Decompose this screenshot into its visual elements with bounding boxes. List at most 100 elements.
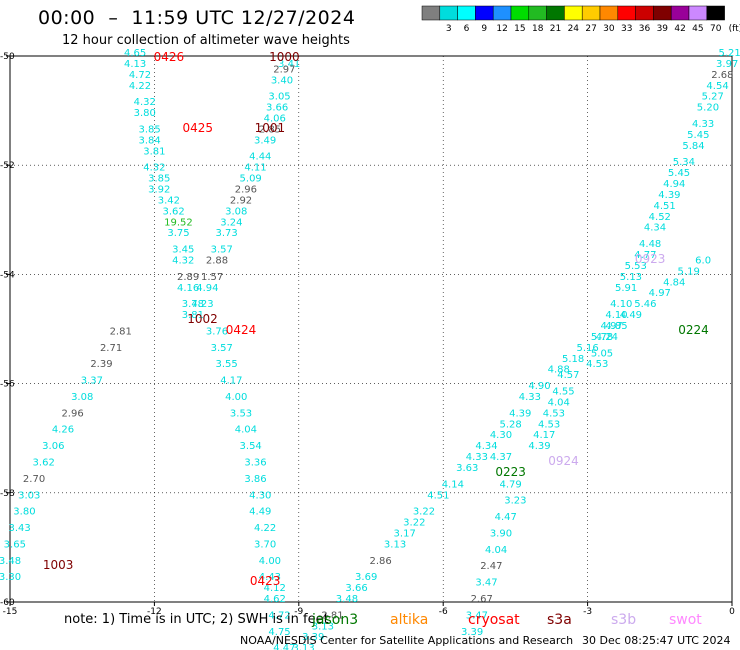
wave-height-label: 5.84	[682, 141, 704, 152]
legend-s3a: s3a	[547, 612, 572, 628]
wave-height-label: 3.41	[278, 59, 300, 70]
wave-height-label: 4.53	[538, 419, 560, 430]
wave-height-label: 3.39	[461, 627, 483, 638]
wave-height-label: 4.97	[649, 288, 671, 299]
pass-label: 1003	[43, 558, 74, 572]
wave-height-label: 3.48	[0, 556, 21, 567]
wave-height-label: 4.14	[442, 479, 464, 490]
x-tick-label: -9	[294, 607, 303, 617]
colorbar-label: 9	[481, 24, 487, 34]
colorbar-label: 18	[532, 24, 544, 34]
colorbar-swatch	[475, 5, 494, 21]
wave-height-label: 4.06	[264, 114, 286, 125]
wave-height-label: 3.23	[504, 496, 526, 507]
wave-height-label: 4.13	[124, 59, 146, 70]
wave-height-label: 3.03	[18, 490, 40, 501]
wave-height-label: 4.84	[663, 277, 685, 288]
wave-height-label: 4.48	[639, 239, 661, 250]
wave-height-label: 5.46	[634, 299, 656, 310]
wave-height-label: 4.00	[259, 556, 281, 567]
wave-height-label: 3.48	[336, 594, 358, 605]
wave-height-label: 5.05	[591, 348, 613, 359]
pass-label: 0426	[154, 50, 185, 64]
colorbar-label: 30	[603, 24, 615, 34]
wave-height-label: 5.28	[499, 419, 521, 430]
colorbar-label: 3	[446, 24, 452, 34]
legend-cryosat: cryosat	[468, 612, 520, 628]
wave-height-label: 4.90	[528, 381, 550, 392]
page-subtitle: 12 hour collection of altimeter wave hei…	[62, 33, 350, 48]
colorbar-label: 36	[639, 24, 651, 34]
wave-height-label: 4.72	[268, 610, 290, 621]
x-tick-label: -15	[3, 607, 18, 617]
wave-height-label: 3.17	[394, 528, 416, 539]
pass-label: 0923	[635, 252, 666, 266]
wave-height-label: 4.57	[557, 370, 579, 381]
wave-height-label: 4.54	[706, 81, 728, 92]
wave-height-label: 4.34	[475, 441, 497, 452]
wave-height-label: 3.22	[403, 518, 425, 529]
colorbar-label: 27	[585, 24, 596, 34]
wave-height-label: 4.10	[610, 299, 632, 310]
wave-height-label: 4.12	[264, 583, 286, 594]
wave-height-label: 4.94	[196, 283, 218, 294]
wave-height-label: 4.52	[649, 212, 671, 223]
wave-height-label: 3.97	[716, 59, 738, 70]
wave-height-label: 3.53	[230, 408, 252, 419]
wave-height-label: 3.40	[271, 75, 293, 86]
wave-height-label: 4.79	[499, 479, 521, 490]
wave-height-label: 3.37	[81, 376, 103, 387]
wave-height-label: 2.70	[23, 474, 45, 485]
wave-height-label: 4.37	[490, 452, 512, 463]
pass-label: 0423	[250, 574, 281, 588]
wave-height-label: 3.05	[268, 92, 290, 103]
wave-height-label: 4.39	[658, 190, 680, 201]
wave-height-label: 3.13	[312, 621, 334, 632]
y-tick-label: -60	[0, 598, 15, 608]
wave-height-label: 5.53	[625, 261, 647, 272]
colorbar-label: 45	[692, 24, 703, 34]
wave-height-label: 4.47	[273, 643, 295, 650]
wave-height-label: 4.33	[692, 119, 714, 130]
wave-height-label: 4.11	[244, 163, 266, 174]
x-tick-label: -12	[147, 607, 162, 617]
colorbar-swatch	[617, 5, 636, 21]
wave-height-label: 4.39	[509, 408, 531, 419]
wave-height-label: 3.92	[148, 185, 170, 196]
wave-height-label: 4.17	[533, 430, 555, 441]
wave-height-label: 4.04	[485, 545, 507, 556]
wave-height-label: 4.51	[653, 201, 675, 212]
colorbar-swatch	[688, 5, 708, 21]
wave-height-label: 4.85	[605, 321, 627, 332]
wave-height-label: 3.78	[182, 299, 204, 310]
wave-height-label: 2.97	[273, 64, 295, 75]
colorbar-label: 15	[514, 24, 525, 34]
colorbar-unit: (ft)	[729, 24, 740, 34]
wave-height-label: 5.09	[240, 174, 262, 185]
wave-height-label: 4.62	[264, 594, 286, 605]
pass-label: 0223	[495, 465, 526, 479]
wave-height-label: 3.22	[413, 507, 435, 518]
colorbar-swatch	[546, 5, 565, 21]
wave-height-label: 5.45	[668, 168, 690, 179]
wave-height-label: 5.45	[687, 130, 709, 141]
wave-height-label: 3.69	[355, 572, 377, 583]
colorbar-label: 6	[464, 24, 470, 34]
wave-height-label: 5.19	[678, 266, 700, 277]
colorbar-swatch	[528, 5, 547, 21]
wave-height-label: 4.30	[249, 490, 271, 501]
wave-height-label: 4.24	[596, 332, 618, 343]
wave-height-label: 4.30	[490, 430, 512, 441]
wave-height-label: 2.81	[321, 610, 343, 621]
legend-swot: swot	[669, 612, 702, 628]
wave-height-label: 4.65	[124, 48, 146, 59]
wave-height-label: 4.34	[644, 223, 666, 234]
wave-height-label: 4.32	[143, 163, 165, 174]
legend-altika: altika	[390, 612, 429, 628]
wave-height-label: 2.85	[259, 124, 281, 135]
colorbar-swatch	[564, 5, 583, 21]
wave-height-label: 2.68	[711, 70, 733, 81]
footer-credit: NOAA/NESDIS Center for Satellite Applica…	[240, 634, 574, 647]
